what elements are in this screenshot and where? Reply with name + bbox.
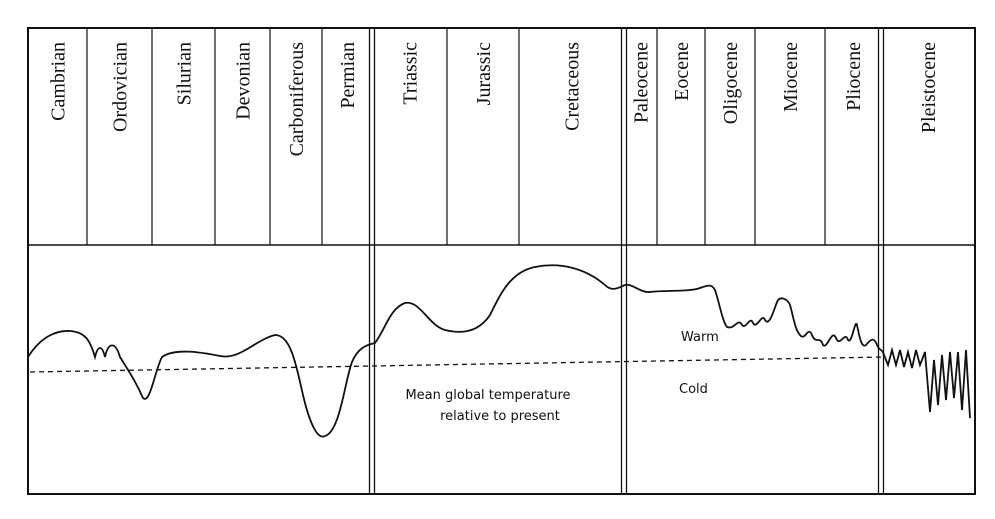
period-label: Silurian: [174, 42, 196, 105]
period-label: Carboniferous: [286, 42, 308, 157]
period-label: Cambrian: [48, 42, 70, 121]
period-label: Eocene: [671, 42, 693, 101]
period-label: Triassic: [400, 42, 422, 105]
period-label: Devonian: [233, 42, 255, 120]
period-label: Pleistocene: [918, 42, 940, 133]
cold-label: Cold: [679, 382, 708, 397]
period-label: Cretaceous: [562, 42, 584, 131]
period-label: Oligocene: [720, 42, 742, 124]
period-label: Jurassic: [473, 42, 495, 105]
frame: [27, 27, 976, 495]
temperature-curve: [27, 264, 971, 438]
period-label: Paleocene: [631, 42, 653, 123]
period-label: Permian: [337, 42, 359, 109]
period-label: Miocene: [780, 42, 802, 112]
caption-line: Mean global temperature: [405, 388, 570, 403]
period-label: Pliocene: [843, 42, 865, 111]
period-label: Ordovician: [110, 42, 132, 132]
mean-line: [29, 356, 886, 373]
caption-line: relative to present: [440, 409, 560, 424]
warm-label: Warm: [681, 330, 719, 345]
